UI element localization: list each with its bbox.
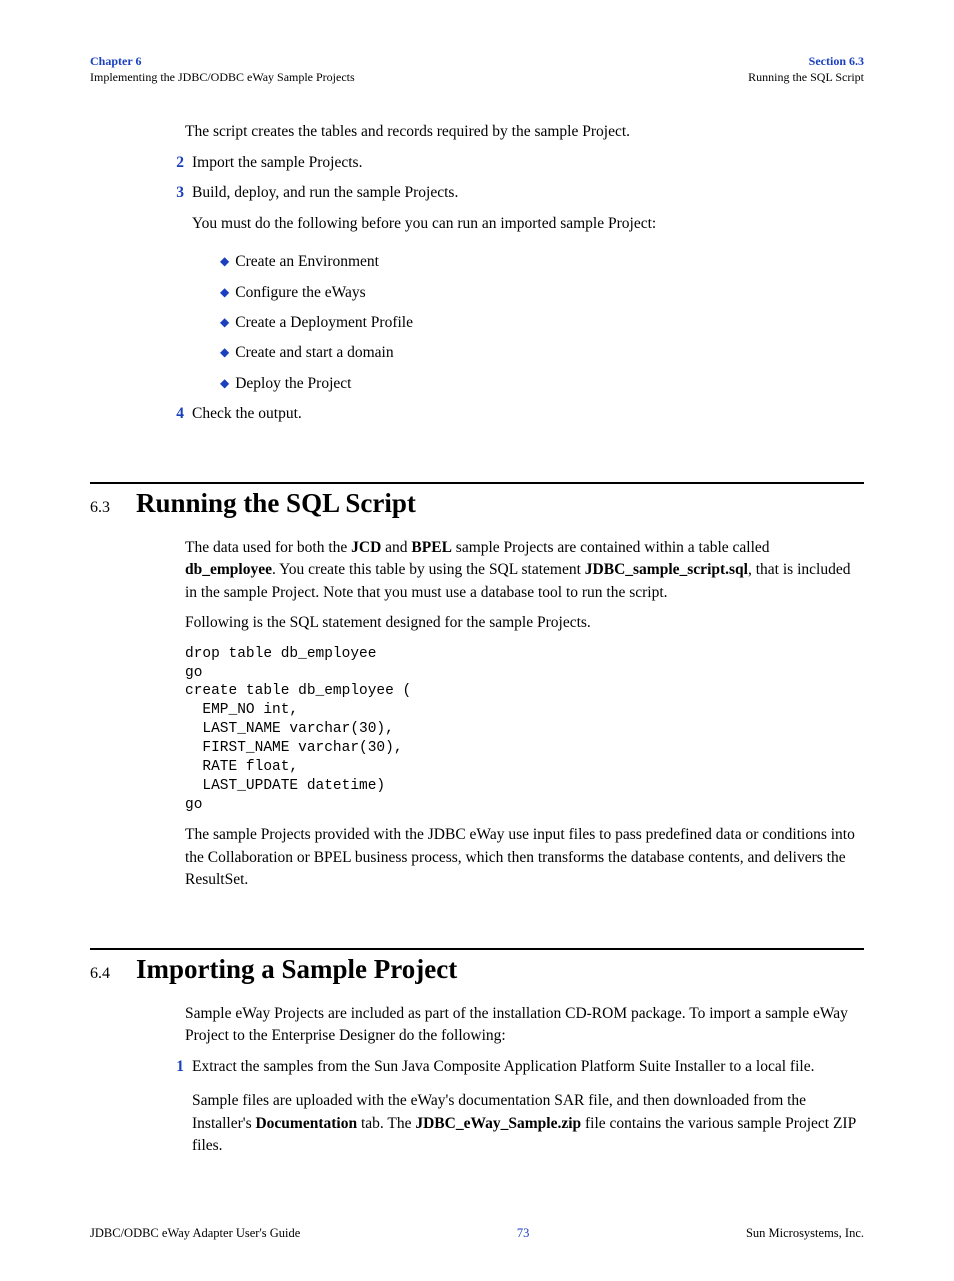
step-text: Check the output. <box>192 403 864 425</box>
bullet-text: Configure the eWays <box>235 282 365 304</box>
bullet-text: Create a Deployment Profile <box>235 312 413 334</box>
header-left: Chapter 6 Implementing the JDBC/ODBC eWa… <box>90 54 355 85</box>
section-title: Importing a Sample Project <box>136 954 457 985</box>
section-label: Section 6.3 <box>809 54 864 68</box>
step-text: Extract the samples from the Sun Java Co… <box>192 1056 864 1166</box>
step-text: Build, deploy, and run the sample Projec… <box>192 182 864 243</box>
diamond-icon: ◆ <box>220 373 229 395</box>
bullet-item: ◆ Configure the eWays <box>220 282 864 304</box>
step-1-text: Extract the samples from the Sun Java Co… <box>192 1058 814 1075</box>
sec64-p1: Sample eWay Projects are included as par… <box>185 1003 864 1048</box>
step-number: 4 <box>164 403 184 425</box>
intro-paragraph: The script creates the tables and record… <box>185 121 864 143</box>
step-4: 4 Check the output. <box>164 403 864 425</box>
header-section-title: Running the SQL Script <box>748 70 864 84</box>
section-number: 6.4 <box>90 965 136 983</box>
text: and <box>381 539 411 556</box>
text: tab. The <box>357 1115 415 1132</box>
bold-jcd: JCD <box>351 539 381 556</box>
diamond-icon: ◆ <box>220 251 229 273</box>
bullet-item: ◆ Deploy the Project <box>220 373 864 395</box>
page-header: Chapter 6 Implementing the JDBC/ODBC eWa… <box>90 54 864 85</box>
diamond-icon: ◆ <box>220 342 229 364</box>
chapter-label: Chapter 6 <box>90 54 141 68</box>
bullet-text: Create an Environment <box>235 251 379 273</box>
diamond-icon: ◆ <box>220 312 229 334</box>
page-footer: JDBC/ODBC eWay Adapter User's Guide 73 S… <box>90 1226 864 1241</box>
bullet-item: ◆ Create and start a domain <box>220 342 864 364</box>
bullet-item: ◆ Create an Environment <box>220 251 864 273</box>
step-number: 2 <box>164 152 184 174</box>
footer-right: Sun Microsystems, Inc. <box>746 1226 864 1241</box>
bold-script: JDBC_sample_script.sql <box>585 561 748 578</box>
step-3: 3 Build, deploy, and run the sample Proj… <box>164 182 864 243</box>
bullet-list: ◆ Create an Environment ◆ Configure the eW… <box>220 251 864 395</box>
section-heading: 6.4 Importing a Sample Project <box>90 954 864 985</box>
page-number: 73 <box>517 1226 530 1241</box>
diamond-icon: ◆ <box>220 282 229 304</box>
sec63-p2: Following is the SQL statement designed … <box>185 612 864 634</box>
section-number: 6.3 <box>90 499 136 517</box>
header-right: Section 6.3 Running the SQL Script <box>748 54 864 85</box>
step-3-text: Build, deploy, and run the sample Projec… <box>192 184 458 201</box>
page: Chapter 6 Implementing the JDBC/ODBC eWa… <box>0 0 954 1281</box>
sec63-p3: The sample Projects provided with the JD… <box>185 824 864 891</box>
sql-code-block: drop table db_employee go create table d… <box>185 645 864 815</box>
step-2: 2 Import the sample Projects. <box>164 152 864 174</box>
sec64-step-1: 1 Extract the samples from the Sun Java … <box>164 1056 864 1166</box>
bullet-text: Create and start a domain <box>235 342 393 364</box>
bold-documentation: Documentation <box>255 1115 357 1132</box>
text: The data used for both the <box>185 539 351 556</box>
step-1-after: Sample files are uploaded with the eWay'… <box>192 1090 864 1157</box>
step-number: 3 <box>164 182 184 243</box>
bullet-item: ◆ Create a Deployment Profile <box>220 312 864 334</box>
step-number: 1 <box>164 1056 184 1166</box>
bold-dbemployee: db_employee <box>185 561 272 578</box>
bullet-text: Deploy the Project <box>235 373 351 395</box>
bold-zip: JDBC_eWay_Sample.zip <box>415 1115 581 1132</box>
step-3-after: You must do the following before you can… <box>192 213 864 235</box>
sec63-p1: The data used for both the JCD and BPEL … <box>185 537 864 604</box>
section-heading: 6.3 Running the SQL Script <box>90 488 864 519</box>
footer-left: JDBC/ODBC eWay Adapter User's Guide <box>90 1226 300 1241</box>
text: . You create this table by using the SQL… <box>272 561 585 578</box>
chapter-title: Implementing the JDBC/ODBC eWay Sample P… <box>90 70 355 84</box>
section-6-4: 6.4 Importing a Sample Project Sample eW… <box>90 948 864 1166</box>
step-text: Import the sample Projects. <box>192 152 864 174</box>
section-6-3: 6.3 Running the SQL Script The data used… <box>90 482 864 892</box>
bold-bpel: BPEL <box>411 539 451 556</box>
text: sample Projects are contained within a t… <box>452 539 770 556</box>
section-title: Running the SQL Script <box>136 488 416 519</box>
